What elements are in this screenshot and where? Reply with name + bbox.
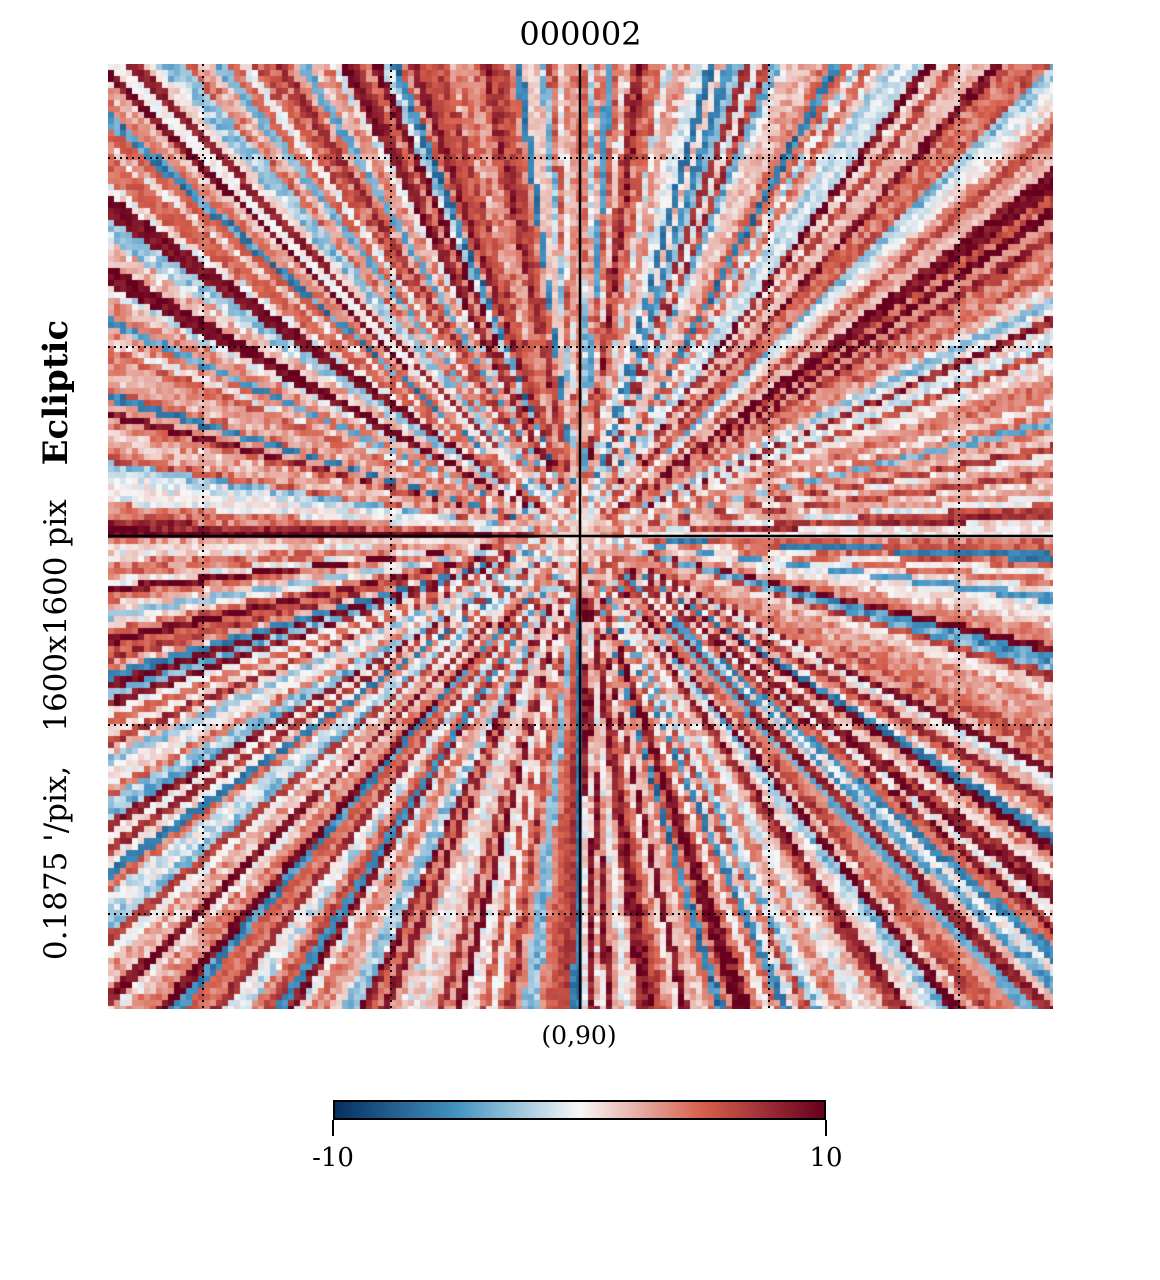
resolution-label: 0.1875 '/pix, bbox=[38, 765, 74, 961]
coordinate-system-label: Ecliptic bbox=[36, 319, 76, 466]
gnomonic-map bbox=[108, 64, 1053, 1009]
colorbar bbox=[333, 1100, 826, 1120]
colorbar-tick-max bbox=[825, 1120, 827, 1136]
colorbar-tick-min bbox=[332, 1120, 334, 1136]
chart-title: 000002 bbox=[519, 15, 642, 53]
projection-center-label: (0,90) bbox=[541, 1021, 617, 1050]
colorbar-min-label: -10 bbox=[312, 1143, 354, 1173]
size-label: 1600x1600 pix bbox=[38, 499, 74, 732]
map-graticule bbox=[108, 64, 1053, 1009]
colorbar-max-label: 10 bbox=[809, 1143, 843, 1173]
map-info-label: 0.1875 '/pix, 1600x1600 pix Ecliptic bbox=[6, 280, 106, 1000]
